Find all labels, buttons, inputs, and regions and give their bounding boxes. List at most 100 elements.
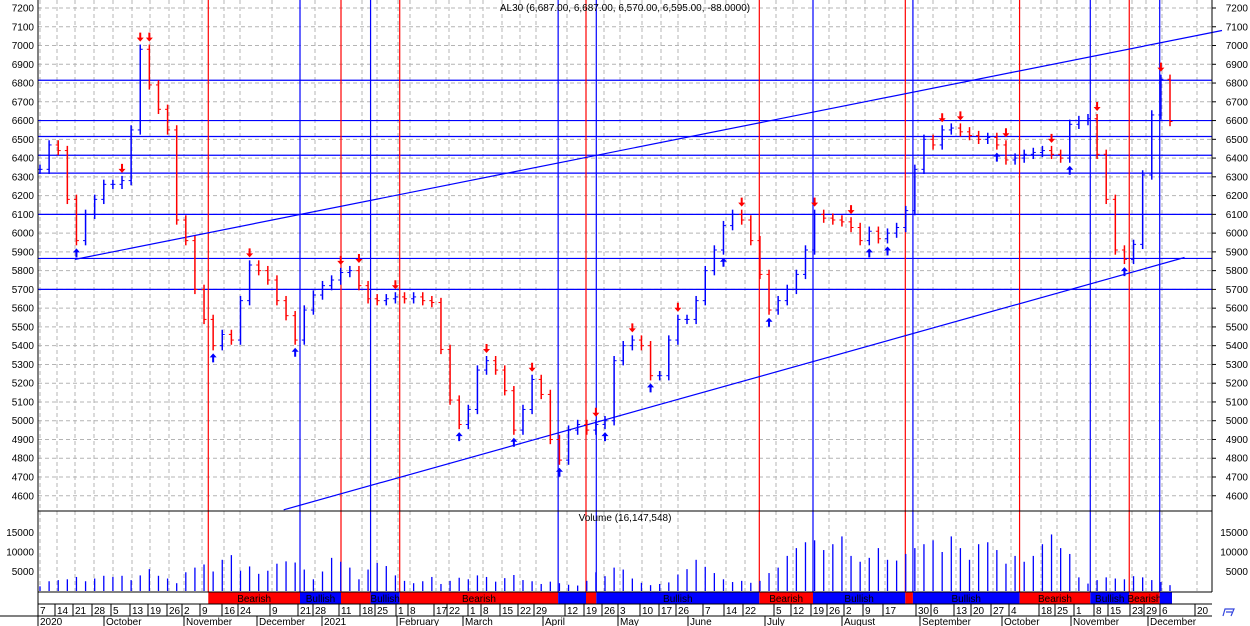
chart-tool-icon[interactable]	[1222, 608, 1235, 617]
y-tick-label-left: 5200	[12, 379, 35, 390]
sell-arrow-icon	[145, 32, 153, 42]
y-tick-label-left: 5600	[12, 304, 35, 315]
x-tick-label: 19	[150, 606, 162, 617]
vertical-signal-lines	[207, 0, 1161, 592]
horizontal-levels	[38, 79, 1212, 290]
trend-line	[74, 29, 1223, 260]
y-tick-label-left: 4700	[12, 473, 35, 484]
x-tick-label: 5	[776, 606, 782, 617]
sell-arrow-icon	[391, 280, 399, 290]
sentiment-segment	[596, 592, 760, 604]
month-label: July	[767, 617, 785, 626]
y-tick-label-left: 6000	[12, 229, 35, 240]
x-tick-label: 14	[57, 606, 69, 617]
y-tick-label-left: 5400	[12, 341, 35, 352]
buy-arrow-icon	[884, 246, 891, 256]
month-label: April	[545, 617, 565, 626]
month-label: September	[922, 617, 972, 626]
month-label: 2020	[40, 617, 63, 626]
month-label: October	[1004, 617, 1040, 626]
sell-arrow-icon	[355, 253, 363, 263]
x-tick-label: 29	[1146, 606, 1158, 617]
y-tick-label-right: 6400	[1226, 154, 1249, 165]
sell-arrow-icon	[811, 197, 819, 207]
sell-arrow-icon	[938, 113, 946, 123]
sell-arrow-icon	[592, 407, 600, 417]
month-label: December	[1150, 617, 1197, 626]
x-tick-label: 14	[726, 606, 738, 617]
buy-arrow-icon	[765, 317, 773, 327]
volume-tick-label-right: 15000	[1220, 528, 1248, 539]
x-tick-label: 2	[846, 606, 852, 617]
y-tick-label-right: 6300	[1226, 172, 1249, 183]
x-tick-label: 13	[132, 606, 144, 617]
x-tick-label: 17	[661, 606, 673, 617]
x-tick-label: 18	[1041, 606, 1053, 617]
x-tick-label: 8	[410, 606, 416, 617]
volume-tick-label-right: 10000	[1220, 548, 1248, 559]
buy-arrow-icon	[601, 432, 609, 442]
y-tick-label-right: 5800	[1226, 266, 1249, 277]
sell-arrow-icon	[528, 362, 536, 372]
y-tick-label-right: 5700	[1226, 285, 1249, 296]
signal-arrows	[72, 32, 1165, 477]
x-tick-label: 27	[993, 606, 1005, 617]
y-tick-label-right: 5200	[1226, 379, 1249, 390]
sell-arrow-icon	[1157, 62, 1165, 72]
y-tick-label-left: 6300	[12, 172, 35, 183]
sentiment-label: Bullish	[952, 594, 981, 605]
y-tick-label-right: 6000	[1226, 229, 1249, 240]
y-tick-label-right: 6900	[1226, 60, 1249, 71]
x-tick-label: 15	[502, 606, 514, 617]
y-tick-label-right: 6200	[1226, 191, 1249, 202]
y-tick-label-right: 4700	[1226, 473, 1249, 484]
buy-arrow-icon	[555, 467, 563, 477]
volume-tick-label-left: 15000	[6, 528, 34, 539]
y-tick-label-left: 5000	[12, 416, 35, 427]
month-label: February	[399, 617, 439, 626]
y-tick-label-right: 6500	[1226, 135, 1249, 146]
x-tick-label: 20	[973, 606, 985, 617]
buy-arrow-icon	[72, 248, 80, 258]
sentiment-label: Bullish	[663, 594, 692, 605]
chart-title: AL30 (6,687.00, 6,687.00, 6,570.00, 6,59…	[500, 3, 750, 14]
sell-arrow-icon	[483, 343, 491, 353]
sentiment-label: Bearish	[462, 594, 496, 605]
y-tick-label-left: 4900	[12, 435, 35, 446]
volume-bars	[39, 534, 1171, 591]
buy-arrow-icon	[993, 152, 1001, 162]
sentiment-segment	[813, 592, 906, 604]
y-tick-label-left: 7200	[12, 4, 35, 15]
sell-arrow-icon	[337, 255, 345, 265]
y-tick-label-right: 5000	[1226, 416, 1249, 427]
sentiment-segment	[370, 592, 400, 604]
sentiment-segment	[912, 592, 1020, 604]
x-tick-label: 1	[470, 606, 476, 617]
trend-lines	[74, 29, 1223, 511]
sell-arrow-icon	[628, 323, 636, 333]
x-tick-label: 9	[865, 606, 871, 617]
x-tick-label: 20	[1197, 606, 1209, 617]
sentiment-band: Bearish Bullish Bullish Bearish Bullish Beari…	[208, 592, 1172, 605]
y-tick-label-right: 7200	[1226, 4, 1249, 15]
x-tick-label: 10	[642, 606, 654, 617]
y-tick-label-right: 6800	[1226, 79, 1249, 90]
y-tick-label-left: 6700	[12, 97, 35, 108]
x-tick-label: 13	[956, 606, 968, 617]
x-tick-label: 9	[202, 606, 208, 617]
sell-arrow-icon	[136, 32, 144, 42]
y-tick-label-left: 5500	[12, 322, 35, 333]
x-tick-label: 6	[933, 606, 939, 617]
grid	[38, 0, 1212, 591]
x-tick-label: 11	[341, 606, 352, 617]
buy-arrow-icon	[1066, 165, 1074, 175]
y-tick-label-right: 5500	[1226, 322, 1249, 333]
x-tick-label: 7	[40, 606, 46, 617]
volume-tick-label-left: 10000	[6, 548, 34, 559]
y-tick-label-right: 4600	[1226, 491, 1249, 502]
y-tick-label-left: 6600	[12, 116, 35, 127]
buy-arrow-icon	[719, 257, 727, 267]
x-tick-label: 28	[94, 606, 106, 617]
sentiment-label: Bearish	[1128, 594, 1162, 605]
buy-arrow-icon	[510, 437, 518, 447]
